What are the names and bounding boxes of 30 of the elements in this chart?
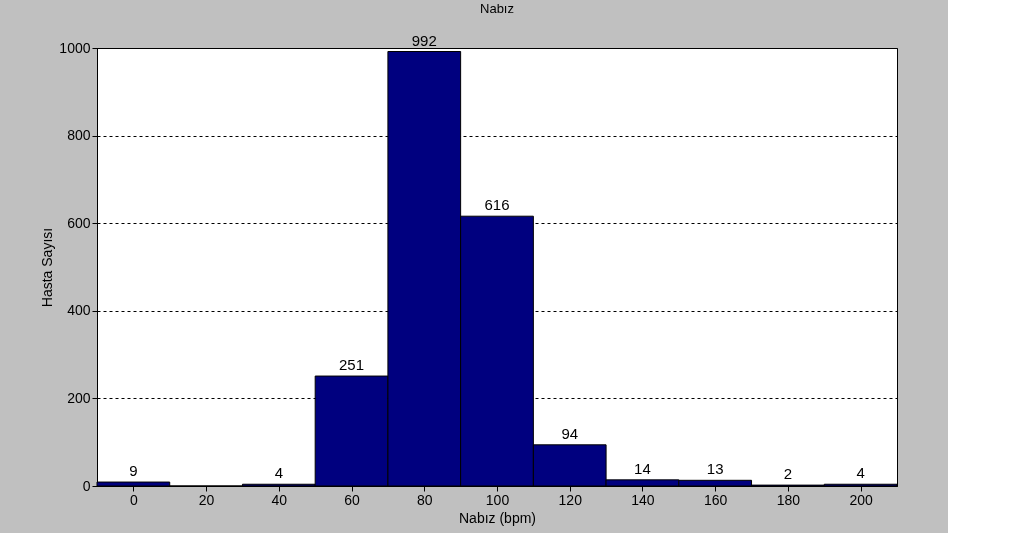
y-tick-label: 800	[67, 127, 91, 144]
y-tick-label: 0	[82, 477, 91, 494]
x-tick-label: 60	[344, 491, 361, 508]
x-tick-label: 20	[198, 491, 215, 508]
data-label: 992	[411, 31, 437, 49]
x-tick-label: 0	[129, 491, 138, 508]
x-tick-label: 160	[704, 491, 728, 508]
y-axis-title: Hasta Sayısı	[39, 227, 56, 308]
y-tick-label: 400	[67, 302, 91, 319]
y-tick-label: 600	[67, 214, 91, 231]
data-label: 4	[274, 464, 283, 482]
data-label: 94	[561, 424, 579, 442]
data-label: 13	[706, 460, 724, 478]
x-tick-label: 140	[631, 491, 655, 508]
data-label: 251	[339, 356, 365, 374]
data-label: 9	[129, 462, 138, 480]
x-tick-label: 80	[416, 491, 433, 508]
data-label: 616	[484, 196, 510, 214]
data-label: 2	[783, 465, 793, 483]
x-tick-label: 100	[485, 491, 510, 508]
chart-title: Nabız	[480, 0, 514, 16]
x-tick-label: 120	[558, 491, 583, 508]
data-label: 14	[634, 459, 651, 477]
x-axis-title: Nabız (bpm)	[458, 509, 537, 526]
y-tick-label: 200	[67, 389, 91, 406]
y-tick-label: 1000	[59, 39, 91, 56]
x-tick-label: 180	[776, 491, 801, 508]
x-tick-label: 200	[849, 491, 874, 508]
data-label: 4	[856, 464, 865, 482]
x-tick-label: 40	[271, 491, 288, 508]
